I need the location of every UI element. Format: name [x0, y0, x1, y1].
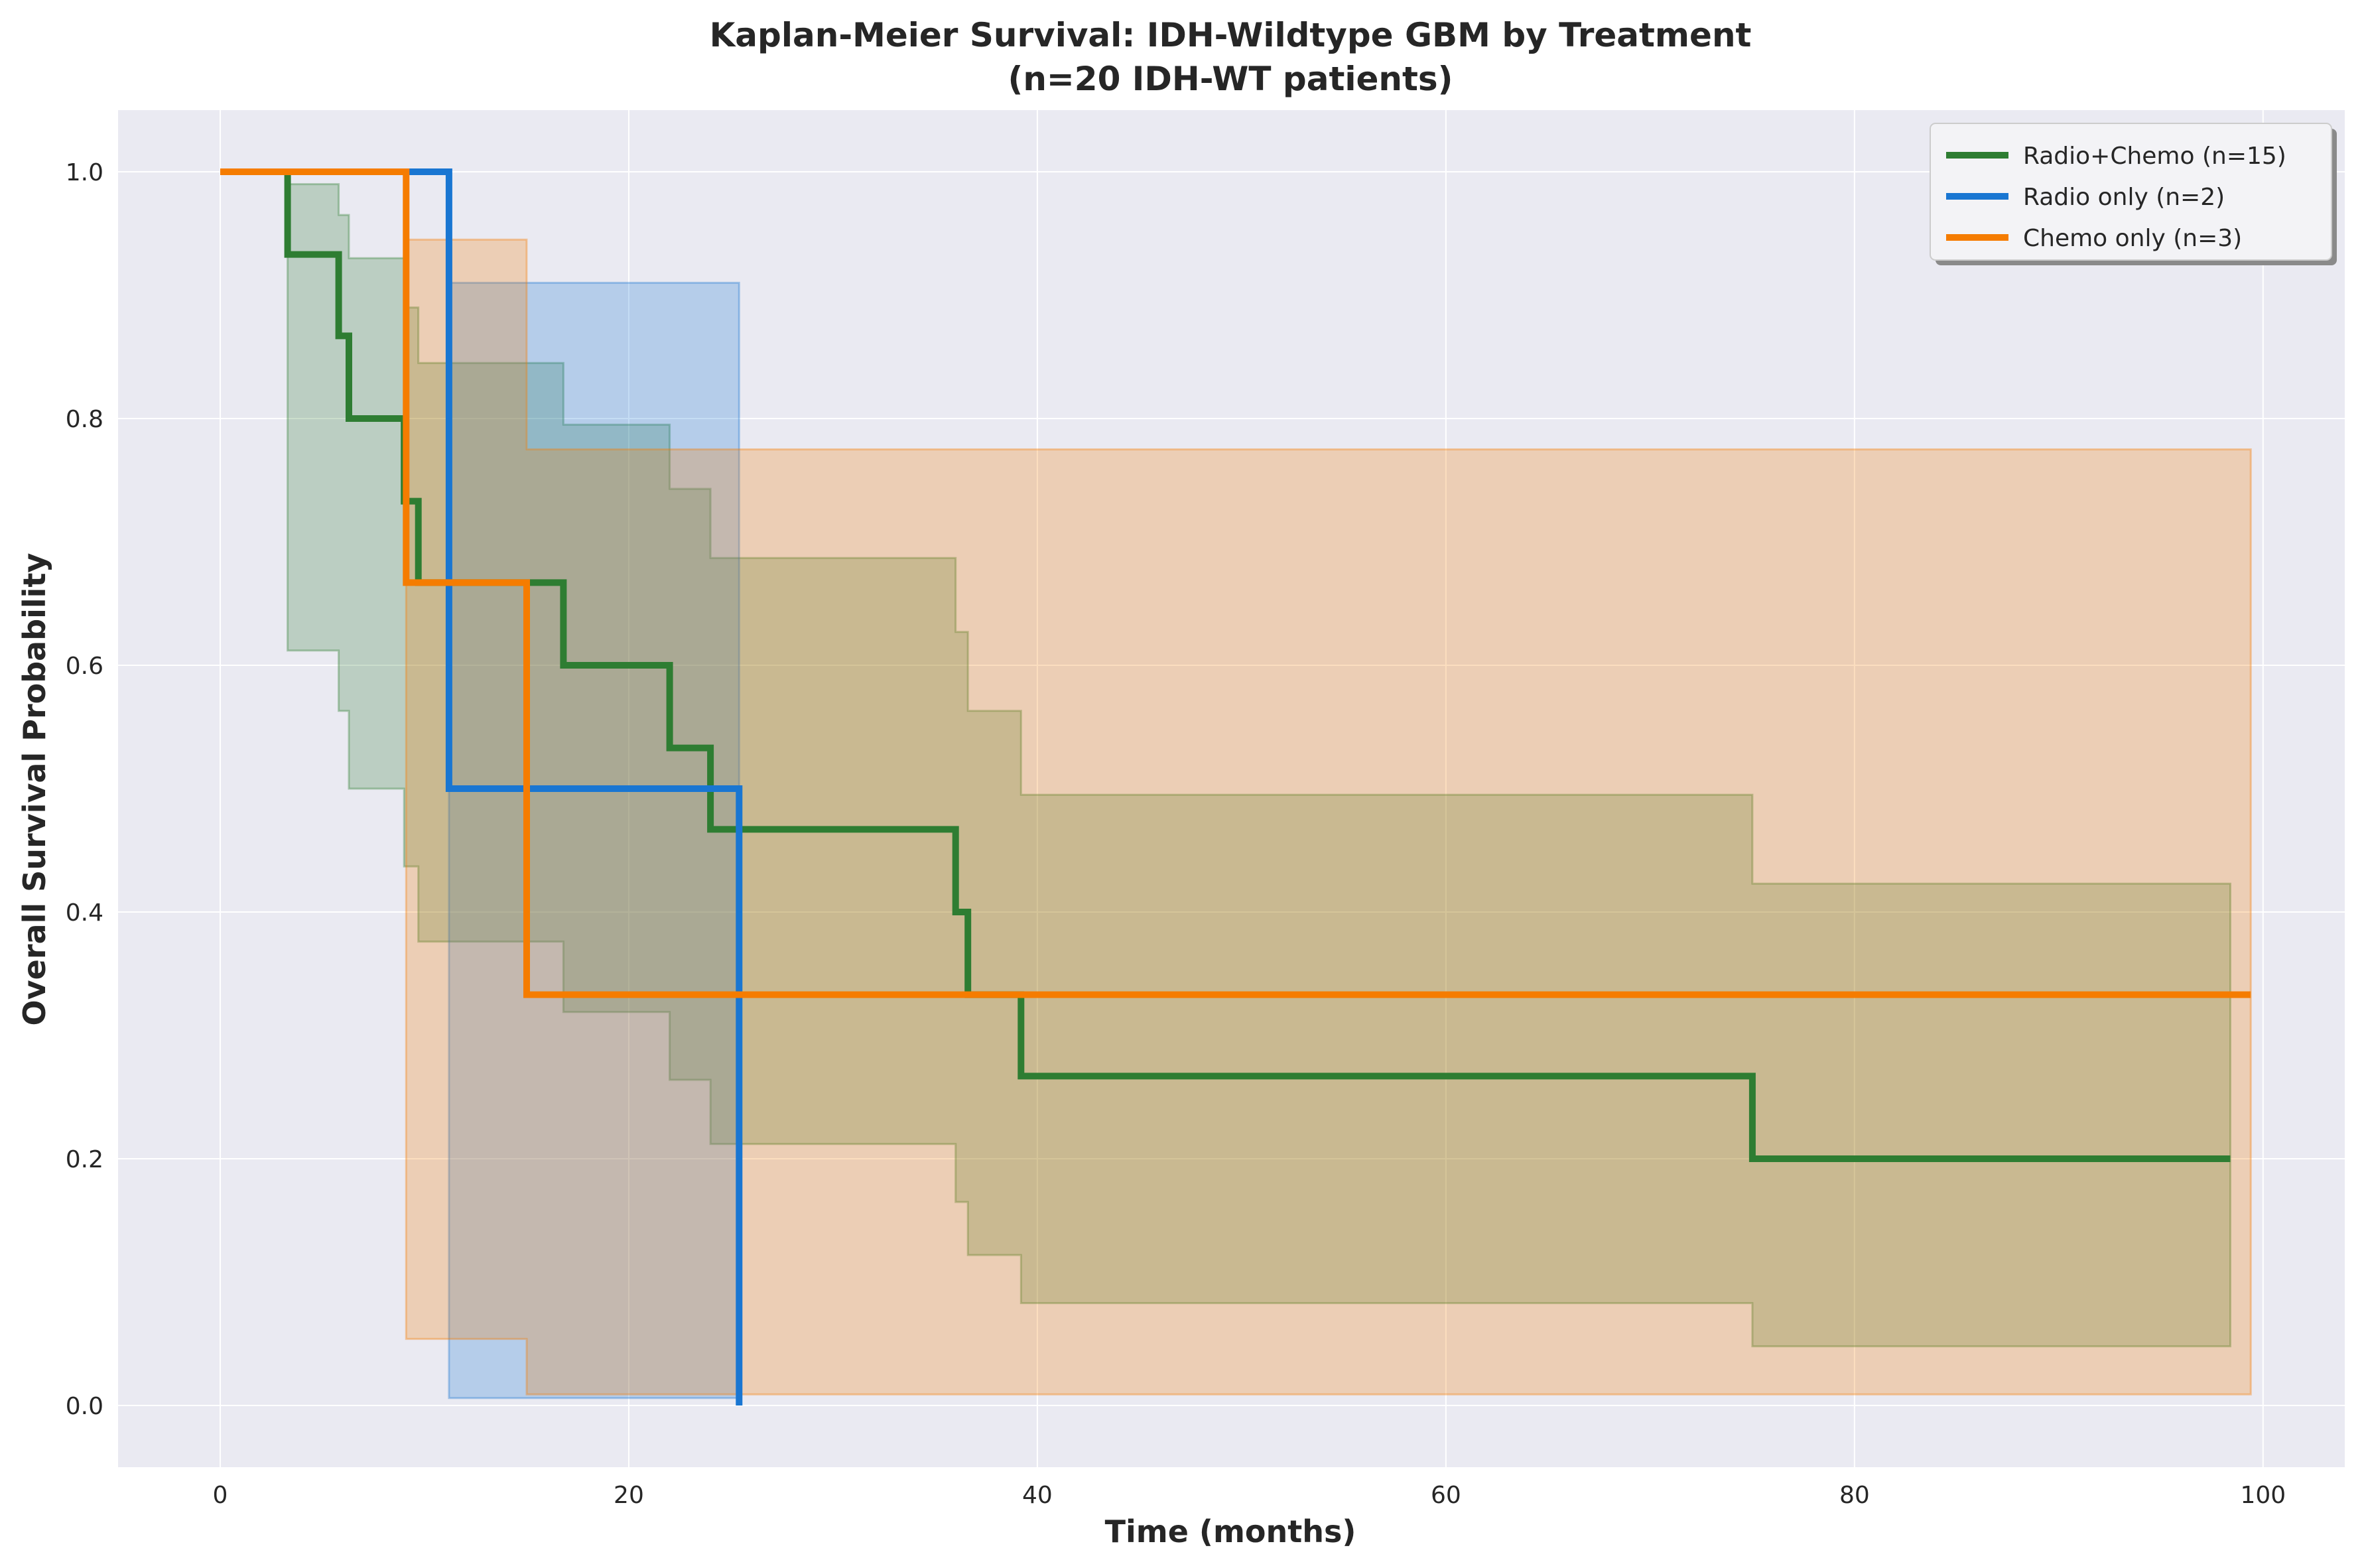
chart-subtitle: (n=20 IDH-WT patients)	[1008, 60, 1453, 98]
confidence-bands	[220, 170, 2252, 1400]
x-tick-label: 20	[614, 1482, 644, 1509]
legend-label: Chemo only (n=3)	[2023, 225, 2242, 252]
y-axis-label: Overall Survival Probability	[17, 553, 52, 1026]
chart-title: Kaplan-Meier Survival: IDH-Wildtype GBM …	[710, 16, 1752, 54]
legend: Radio+Chemo (n=15) Radio only (n=2) Chemo …	[1930, 123, 2337, 265]
x-tick-label: 0	[213, 1482, 228, 1509]
y-tick-label: 0.2	[66, 1146, 103, 1173]
y-tick-label: 0.8	[66, 406, 103, 433]
x-tick-label: 60	[1431, 1482, 1461, 1509]
tick-labels: 0 20 40 60 80 100 0.0 0.2 0.4 0.6 0.8 1.0	[66, 159, 2286, 1509]
x-tick-label: 40	[1022, 1482, 1053, 1509]
legend-box	[1930, 123, 2332, 261]
y-tick-label: 1.0	[66, 159, 103, 186]
y-tick-label: 0.0	[66, 1393, 103, 1420]
ci-band-series-0	[220, 170, 2231, 1348]
y-tick-label: 0.6	[66, 653, 103, 680]
legend-label: Radio only (n=2)	[2023, 184, 2225, 211]
x-tick-label: 80	[1839, 1482, 1870, 1509]
y-tick-label: 0.4	[66, 899, 103, 927]
x-axis-label: Time (months)	[1105, 1514, 1356, 1549]
legend-label: Radio+Chemo (n=15)	[2023, 143, 2286, 170]
x-tick-label: 100	[2240, 1482, 2286, 1509]
survival-curves	[220, 168, 2251, 1405]
survival-line-series-2	[220, 168, 2251, 998]
